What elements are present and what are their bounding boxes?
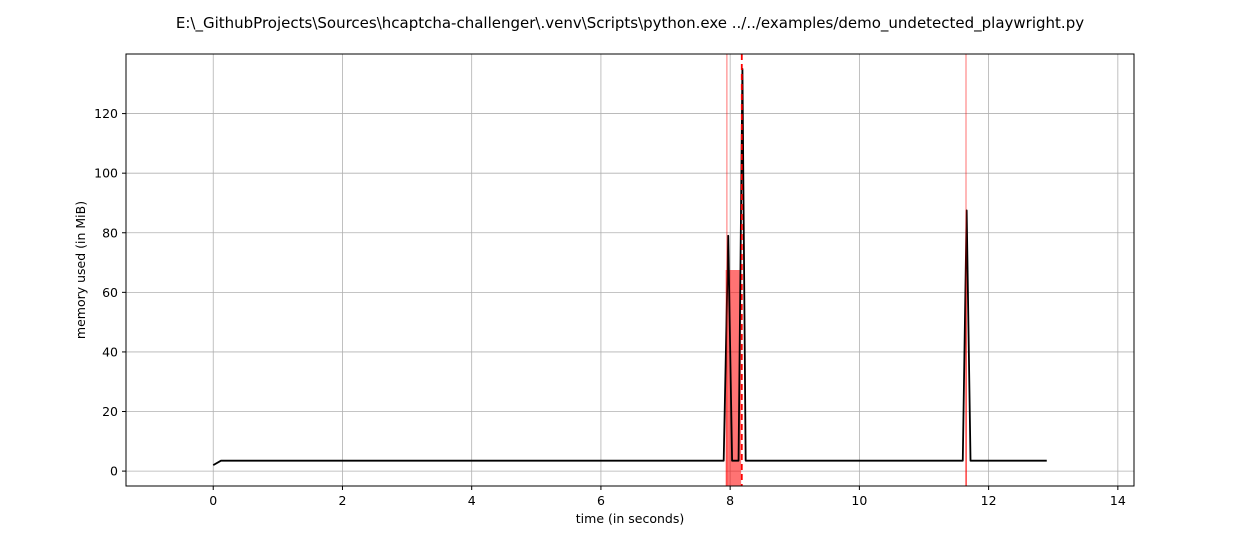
y-tick-label: 0 (110, 464, 118, 479)
chart-title: E:\_GithubProjects\Sources\hcaptcha-chal… (176, 14, 1084, 33)
y-axis-label: memory used (in MiB) (73, 201, 88, 339)
y-tick-label: 100 (94, 166, 118, 181)
y-tick-label: 20 (102, 404, 118, 419)
y-tick-label: 60 (102, 285, 118, 300)
series-group (212, 68, 1047, 466)
highlight-spans (725, 270, 967, 486)
x-tick-label: 2 (338, 493, 346, 508)
y-tick-label: 40 (102, 344, 118, 359)
x-tick-label: 8 (726, 493, 734, 508)
grid-lines (126, 54, 1134, 486)
x-tick-label: 0 (209, 493, 217, 508)
x-tick-label: 14 (1110, 493, 1126, 508)
x-axis-label: time (in seconds) (576, 511, 684, 526)
x-tick-label: 4 (468, 493, 476, 508)
x-tick-label: 10 (851, 493, 867, 508)
y-tick-label: 120 (94, 106, 118, 121)
x-axis-ticks: 0 2 4 6 8 10 12 14 (209, 486, 1126, 508)
memory-usage-line (212, 68, 1047, 466)
x-tick-label: 6 (597, 493, 605, 508)
plot-area-frame (125, 53, 1135, 487)
y-tick-label: 80 (102, 225, 118, 240)
vertical-markers (726, 54, 967, 486)
y-axis-ticks: 0 20 40 60 80 100 120 (94, 106, 126, 479)
x-tick-label: 12 (981, 493, 997, 508)
